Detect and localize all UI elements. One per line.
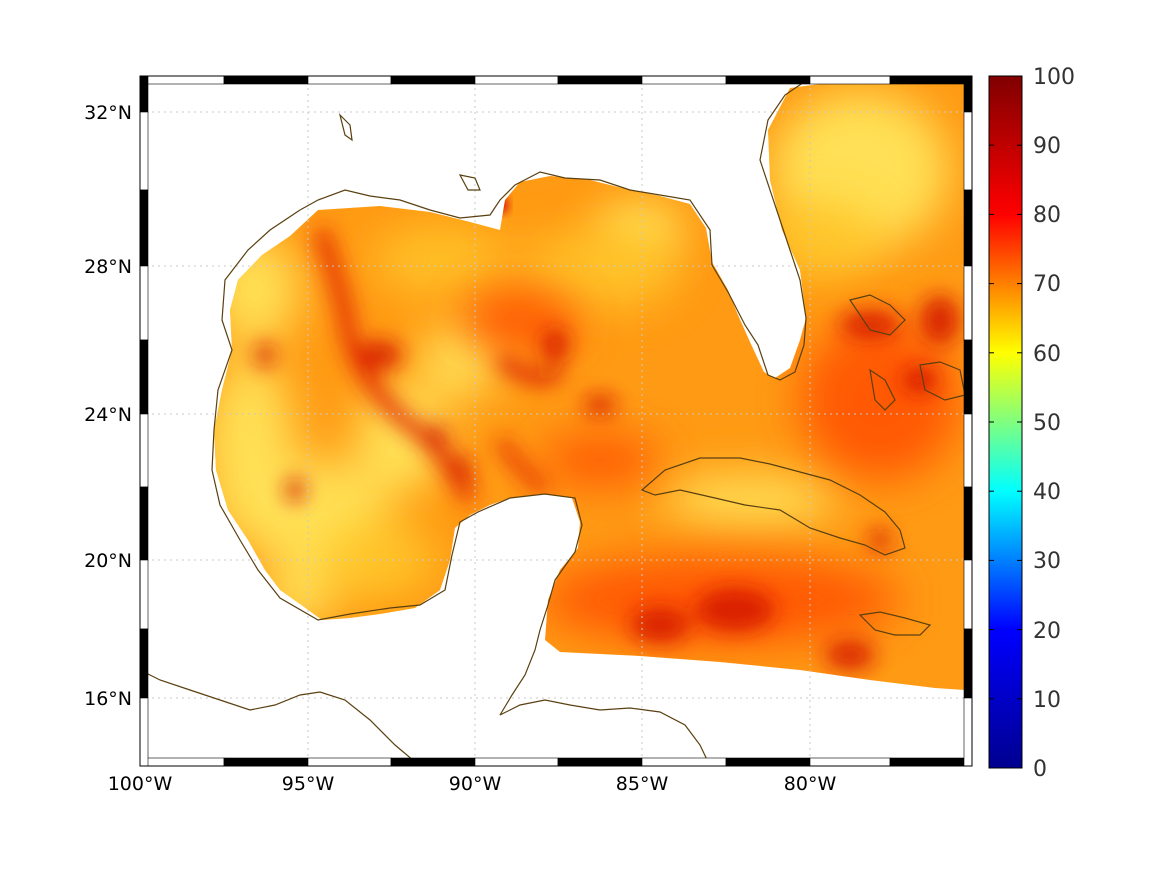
frame-segment: [139, 486, 149, 561]
colorbar-ticks: [989, 75, 1022, 769]
y-tick-label: 32°N: [84, 102, 132, 124]
frame-segment: [139, 265, 149, 341]
frame-segment: [390, 75, 476, 85]
frame-segment: [139, 189, 149, 267]
coastlines: [139, 77, 966, 767]
frame-segment: [139, 757, 225, 767]
frame-segment: [390, 757, 476, 767]
frame-segment: [963, 111, 973, 191]
frame-segment: [139, 628, 149, 699]
y-tick-label: 28°N: [84, 256, 132, 278]
frame-segment: [963, 486, 973, 561]
field-eddies: [255, 227, 960, 670]
map-frame: [139, 75, 973, 767]
y-axis-labels: 32°N 28°N 24°N 20°N 16°N: [84, 102, 132, 710]
grid-lines: [140, 76, 972, 766]
colorbar-tick-label: 10: [1033, 688, 1061, 713]
data-field: [214, 84, 965, 690]
colorbar-tick-label: 60: [1033, 342, 1061, 367]
frame-segment: [889, 75, 973, 85]
frame-segment: [474, 75, 559, 85]
frame-segment: [963, 628, 973, 699]
frame-segment: [139, 697, 149, 767]
frame-segment: [474, 757, 559, 767]
colorbar-tick-label: 20: [1033, 619, 1061, 644]
y-tick-label: 24°N: [84, 404, 132, 426]
frame-outline: [139, 75, 973, 767]
frame-segment: [889, 757, 973, 767]
x-axis-labels: 100°W 95°W 90°W 85°W 80°W: [108, 773, 837, 795]
frame-segment: [963, 559, 973, 630]
frame-segment: [307, 75, 392, 85]
x-tick-label: 80°W: [784, 773, 837, 795]
colorbar-gradient: [988, 75, 1023, 769]
colorbar-tick-label: 70: [1033, 272, 1061, 297]
colorbar-tick-label: 80: [1033, 203, 1061, 228]
colorbar-tick-label: 0: [1033, 757, 1047, 782]
frame-segment: [963, 339, 973, 415]
frame-segment: [139, 75, 149, 113]
frame-segment: [963, 75, 973, 113]
frame-segment: [139, 559, 149, 630]
x-tick-label: 100°W: [108, 773, 173, 795]
frame-segment: [641, 757, 727, 767]
colorbar: 100 90 80 70 60 50 40 30 20 10 0: [988, 65, 1075, 782]
frame-segment: [223, 75, 309, 85]
frame-segment: [139, 75, 225, 85]
frame-segment: [809, 757, 891, 767]
colorbar-tick-label: 30: [1033, 549, 1061, 574]
frame-segment: [557, 757, 643, 767]
frame-segment: [307, 757, 392, 767]
colorbar-labels: 100 90 80 70 60 50 40 30 20 10 0: [1033, 65, 1075, 782]
y-tick-label: 20°N: [84, 550, 132, 572]
frame-segment: [963, 189, 973, 267]
frame-segment: [139, 339, 149, 415]
colorbar-tick-label: 40: [1033, 480, 1061, 505]
colorbar-tick-label: 90: [1033, 134, 1061, 159]
frame-segment: [963, 265, 973, 341]
frame-segment: [223, 757, 309, 767]
colorbar-tick-label: 50: [1033, 411, 1061, 436]
frame-segment: [557, 75, 643, 85]
colorbar-tick-label: 100: [1033, 65, 1075, 90]
x-tick-label: 95°W: [282, 773, 335, 795]
frame-segment: [963, 697, 973, 767]
x-tick-label: 85°W: [616, 773, 669, 795]
frame-segment: [725, 757, 811, 767]
frame-segment: [963, 413, 973, 488]
frame-segment: [725, 75, 811, 85]
y-tick-label: 16°N: [84, 688, 132, 710]
frame-segment: [809, 75, 891, 85]
frame-segment: [139, 111, 149, 191]
x-tick-label: 90°W: [449, 773, 502, 795]
frame-segment: [139, 413, 149, 488]
frame-segment: [641, 75, 727, 85]
